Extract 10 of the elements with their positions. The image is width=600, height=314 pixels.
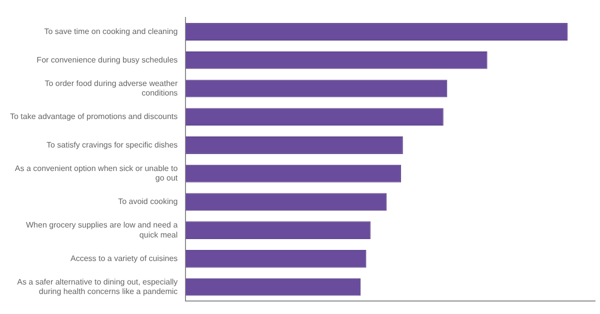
y-tick-label: As a convenient option when sick or unable to go out: [14, 164, 178, 183]
y-tick-label: Access to a variety of cuisines: [70, 254, 178, 263]
y-tick-label: To order food during adverse weather conditions: [44, 78, 178, 98]
y-tick-label: When grocery supplies are low and need a quick meal: [26, 220, 178, 240]
y-tick-label: To save time on cooking and cleaning: [44, 26, 178, 36]
y-tick-label: To take advantage of promotions and discounts: [10, 112, 178, 122]
y-tick-label: To satisfy cravings for specific dishes: [46, 140, 178, 150]
y-tick-label: To avoid cooking: [118, 197, 178, 206]
y-tick-label: As a safer alternative to dining out, especially during health concerns like a pandemic: [17, 277, 178, 296]
y-tick-label: For convenience during busy schedules: [36, 55, 178, 64]
